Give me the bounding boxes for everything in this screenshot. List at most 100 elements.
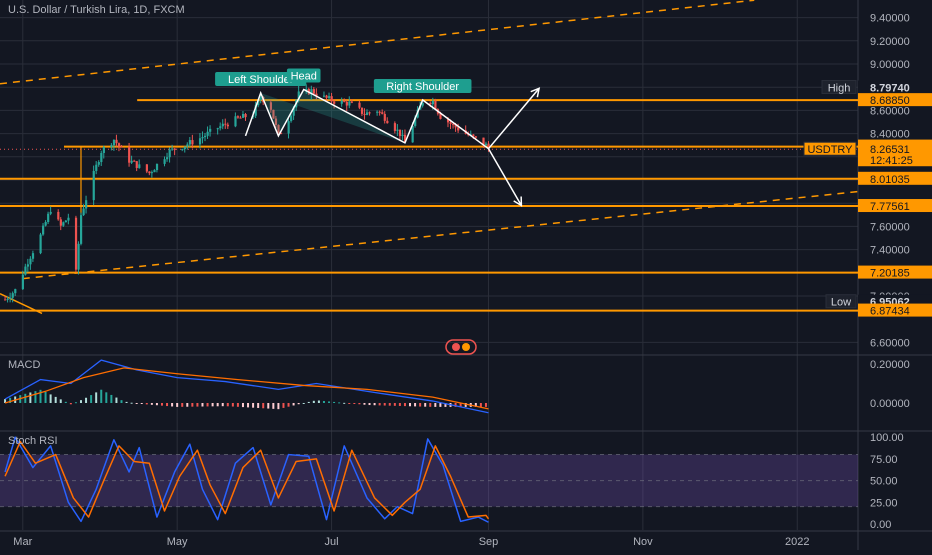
macd-bar bbox=[439, 403, 442, 407]
pattern-fill bbox=[260, 89, 423, 143]
candle-body bbox=[102, 147, 105, 153]
watermark-outline bbox=[445, 339, 477, 355]
candle-body bbox=[378, 111, 381, 113]
candle-body bbox=[272, 109, 275, 119]
macd-bar bbox=[216, 403, 219, 407]
candle-body bbox=[92, 170, 95, 201]
macd-bar bbox=[130, 402, 133, 404]
price-axis-tick: 6.60000 bbox=[870, 337, 910, 349]
candle-body bbox=[221, 123, 224, 127]
price-label-bg bbox=[858, 265, 932, 279]
macd-axis-tick: 0.00000 bbox=[870, 398, 910, 410]
candle-body bbox=[57, 211, 60, 220]
macd-bar bbox=[231, 403, 234, 407]
price-axis-tick: 8.40000 bbox=[870, 129, 910, 141]
pattern-outline bbox=[244, 88, 489, 150]
price-axis-label: 7.77561 bbox=[870, 201, 910, 213]
macd-bar bbox=[434, 403, 437, 407]
pattern-label: Right Shoulder bbox=[386, 81, 459, 93]
macd-bar bbox=[191, 403, 194, 407]
candle-body bbox=[252, 115, 255, 118]
candle-body bbox=[403, 134, 407, 143]
candle-body bbox=[24, 266, 27, 275]
candle-body bbox=[67, 217, 70, 221]
macd-bar bbox=[69, 403, 72, 405]
high-tag-bg bbox=[821, 80, 857, 95]
stoch-axis-tick: 0.00 bbox=[870, 519, 891, 531]
candle-body bbox=[297, 91, 300, 101]
candle-body bbox=[97, 162, 100, 165]
candle-body bbox=[11, 293, 14, 298]
macd-bar bbox=[398, 403, 401, 406]
price-axis-tick: 9.20000 bbox=[870, 36, 910, 48]
macd-bar bbox=[297, 403, 300, 405]
projection-arrow bbox=[487, 87, 540, 150]
high-tag: High bbox=[828, 83, 851, 95]
candle-body bbox=[49, 211, 52, 214]
candle-body bbox=[439, 113, 442, 119]
macd-bar bbox=[120, 400, 123, 403]
low-tag-bg bbox=[825, 294, 857, 309]
macd-bar bbox=[479, 403, 482, 407]
candle-body bbox=[474, 136, 478, 138]
time-axis-tick: Mar bbox=[13, 536, 32, 548]
candle-body bbox=[4, 299, 7, 301]
candle-body bbox=[82, 208, 85, 216]
stoch-axis-tick: 50.00 bbox=[870, 476, 898, 488]
macd-bar bbox=[34, 391, 37, 403]
candle-body bbox=[62, 222, 65, 226]
macd-bar bbox=[201, 403, 204, 407]
macd-bar bbox=[312, 400, 315, 403]
macd-bar bbox=[85, 397, 88, 403]
time-axis-tick: Nov bbox=[633, 536, 653, 548]
price-axis-label: 8.01035 bbox=[870, 174, 910, 186]
candle-body bbox=[95, 164, 98, 171]
candle-body bbox=[396, 129, 399, 131]
macd-bar bbox=[409, 403, 412, 407]
watermark-dot bbox=[462, 343, 470, 351]
candle-body bbox=[398, 129, 402, 136]
candle-body bbox=[257, 99, 260, 106]
candle-body bbox=[204, 135, 207, 138]
candle-body bbox=[206, 131, 209, 136]
price-label-bg bbox=[858, 142, 932, 156]
candle-body bbox=[274, 118, 278, 125]
price-label-bg bbox=[858, 199, 932, 213]
macd-bar bbox=[176, 403, 179, 407]
macd-bar bbox=[236, 403, 239, 407]
pattern-label-bg bbox=[286, 68, 321, 83]
candle-body bbox=[350, 101, 354, 103]
candle-body bbox=[348, 101, 351, 106]
candle-body bbox=[148, 171, 151, 174]
macd-bar bbox=[115, 397, 118, 403]
candle-body bbox=[487, 143, 490, 149]
macd-bar bbox=[474, 403, 477, 407]
macd-bar bbox=[358, 403, 361, 405]
candle-body bbox=[381, 112, 384, 114]
macd-bar bbox=[484, 403, 487, 407]
macd-bar bbox=[171, 403, 174, 407]
stoch-title: Stoch RSI bbox=[8, 435, 58, 447]
macd-bar bbox=[49, 394, 52, 403]
macd-bar bbox=[338, 402, 341, 404]
candle-body bbox=[44, 222, 47, 226]
macd-bar bbox=[272, 403, 275, 409]
symbol-title: U.S. Dollar / Turkish Lira, 1D, FXCM bbox=[8, 4, 185, 16]
macd-bar bbox=[24, 393, 27, 403]
candle-body bbox=[345, 101, 348, 106]
candle-body bbox=[429, 102, 432, 105]
macd-bar bbox=[145, 403, 148, 405]
macd-bar bbox=[317, 400, 320, 403]
candle-body bbox=[360, 107, 364, 114]
macd-axis-tick: 0.20000 bbox=[870, 359, 910, 371]
candle-body bbox=[64, 220, 68, 223]
macd-bar bbox=[221, 403, 224, 407]
candle-body bbox=[457, 127, 460, 131]
macd-bar bbox=[393, 403, 396, 406]
macd-bar bbox=[368, 403, 371, 406]
time-axis-tick: Sep bbox=[479, 536, 499, 548]
price-axis-label: 12:41:25 bbox=[870, 155, 913, 167]
macd-bar bbox=[186, 403, 189, 407]
macd-bar bbox=[277, 403, 280, 410]
